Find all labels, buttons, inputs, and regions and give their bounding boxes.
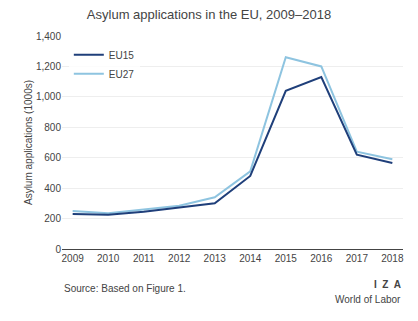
svg-text:2010: 2010: [97, 253, 120, 264]
svg-text:I Z A: I Z A: [374, 279, 401, 290]
svg-text:2009: 2009: [62, 253, 85, 264]
svg-text:400: 400: [44, 183, 61, 194]
svg-text:2011: 2011: [133, 253, 155, 264]
svg-text:Asylum applications in the EU,: Asylum applications in the EU, 2009–2018: [87, 7, 331, 22]
svg-text:2013: 2013: [204, 253, 227, 264]
svg-text:600: 600: [44, 152, 61, 163]
svg-text:0: 0: [55, 244, 61, 255]
svg-text:1,000: 1,000: [36, 91, 61, 102]
svg-text:World of Labor: World of Labor: [335, 294, 401, 305]
svg-text:EU15: EU15: [109, 50, 134, 61]
svg-text:200: 200: [44, 213, 61, 224]
svg-text:2018: 2018: [381, 253, 404, 264]
svg-text:Asylum applications (1000s): Asylum applications (1000s): [23, 80, 34, 205]
svg-text:EU27: EU27: [109, 69, 134, 80]
svg-text:800: 800: [44, 122, 61, 133]
svg-text:1,200: 1,200: [36, 61, 61, 72]
svg-text:2017: 2017: [346, 253, 369, 264]
svg-text:2012: 2012: [168, 253, 191, 264]
svg-text:Source: Based on Figure 1.: Source: Based on Figure 1.: [64, 283, 186, 294]
svg-text:2014: 2014: [239, 253, 262, 264]
svg-text:2015: 2015: [275, 253, 298, 264]
svg-text:1,400: 1,400: [36, 31, 61, 42]
svg-text:2016: 2016: [310, 253, 333, 264]
